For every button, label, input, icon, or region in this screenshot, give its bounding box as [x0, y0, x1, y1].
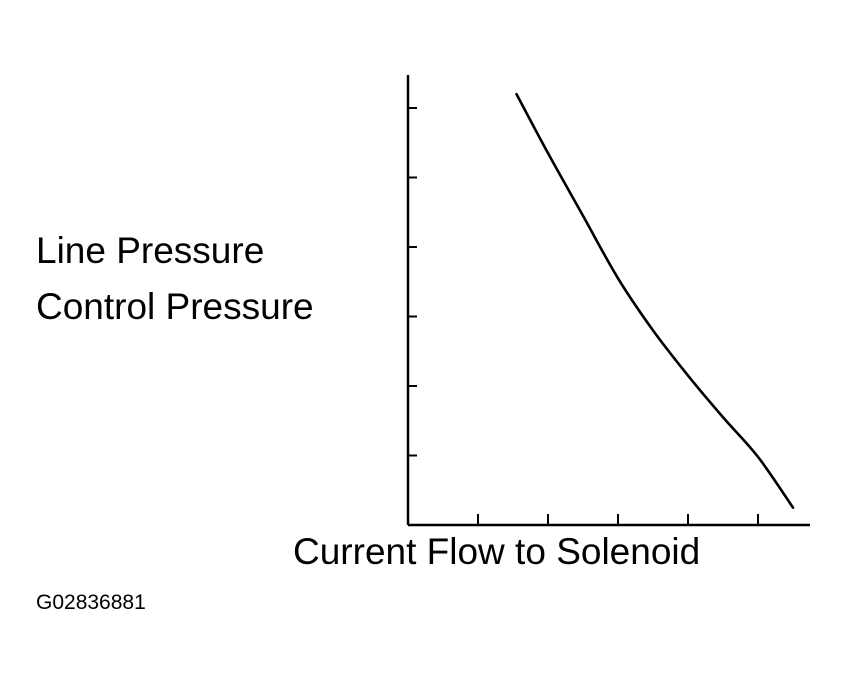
y-axis-label-line-1: Line Pressure [36, 230, 265, 271]
y-axis-ticks [408, 107, 417, 457]
figure-id-text: G02836881 [36, 591, 146, 614]
x-axis-ticks [477, 514, 759, 525]
x-axis-label: Current Flow to Solenoid [293, 531, 701, 572]
y-axis-label-line-2: Control Pressure [36, 286, 314, 327]
pressure-curve [515, 92, 795, 509]
